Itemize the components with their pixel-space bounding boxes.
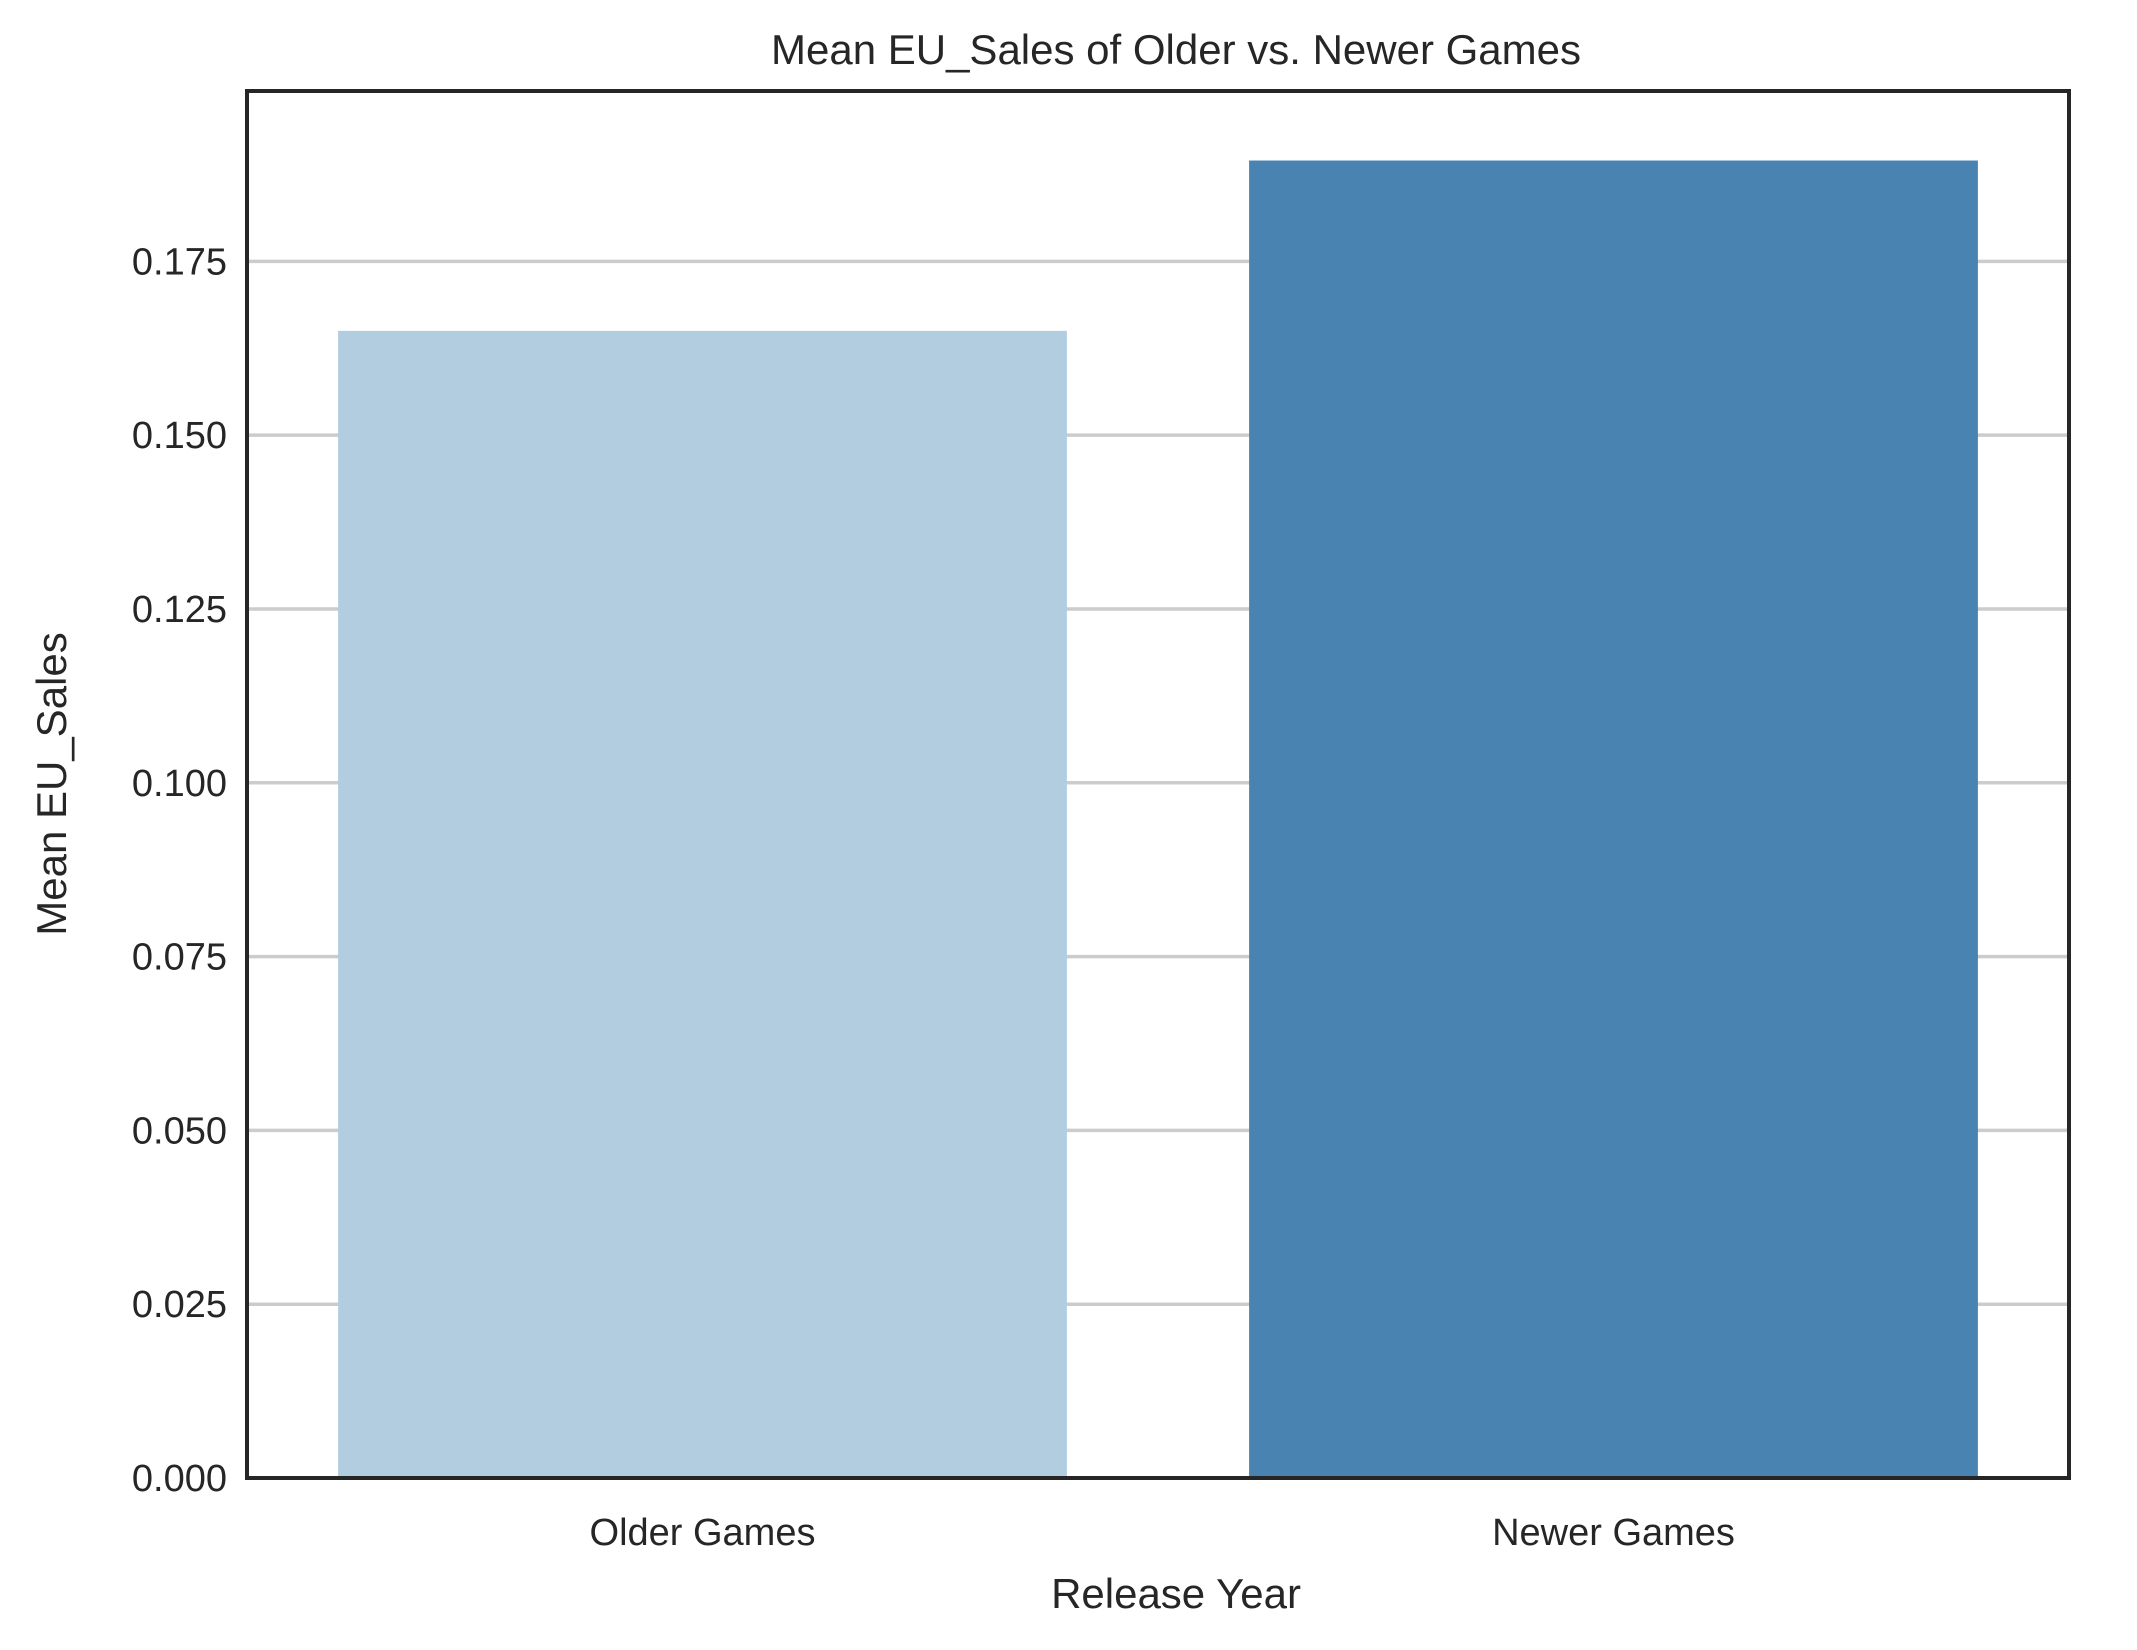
bar-older-games <box>338 330 1067 1478</box>
y-tick-label: 0.000 <box>132 1458 227 1500</box>
y-tick-label: 0.050 <box>132 1110 227 1152</box>
x-axis-label: Release Year <box>1051 1570 1301 1617</box>
y-tick-label: 0.125 <box>132 589 227 631</box>
chart-title: Mean EU_Sales of Older vs. Newer Games <box>771 26 1581 73</box>
bars <box>338 160 1978 1478</box>
y-tick-label: 0.075 <box>132 937 227 979</box>
plot-frame <box>245 89 2071 1480</box>
y-axis-label: Mean EU_Sales <box>28 632 75 936</box>
y-tick-label: 0.175 <box>132 241 227 283</box>
x-tick-label: Newer Games <box>1492 1512 1735 1554</box>
y-axis-ticks: 0.000 0.025 0.050 0.075 0.100 0.125 0.150 0.175 <box>132 241 227 1500</box>
bar-newer-games <box>1249 160 1978 1478</box>
x-tick-label: Older Games <box>590 1512 816 1554</box>
y-tick-label: 0.025 <box>132 1284 227 1326</box>
y-tick-label: 0.150 <box>132 415 227 457</box>
x-axis-ticks: Older Games Newer Games <box>590 1512 1735 1554</box>
y-tick-label: 0.100 <box>132 763 227 805</box>
